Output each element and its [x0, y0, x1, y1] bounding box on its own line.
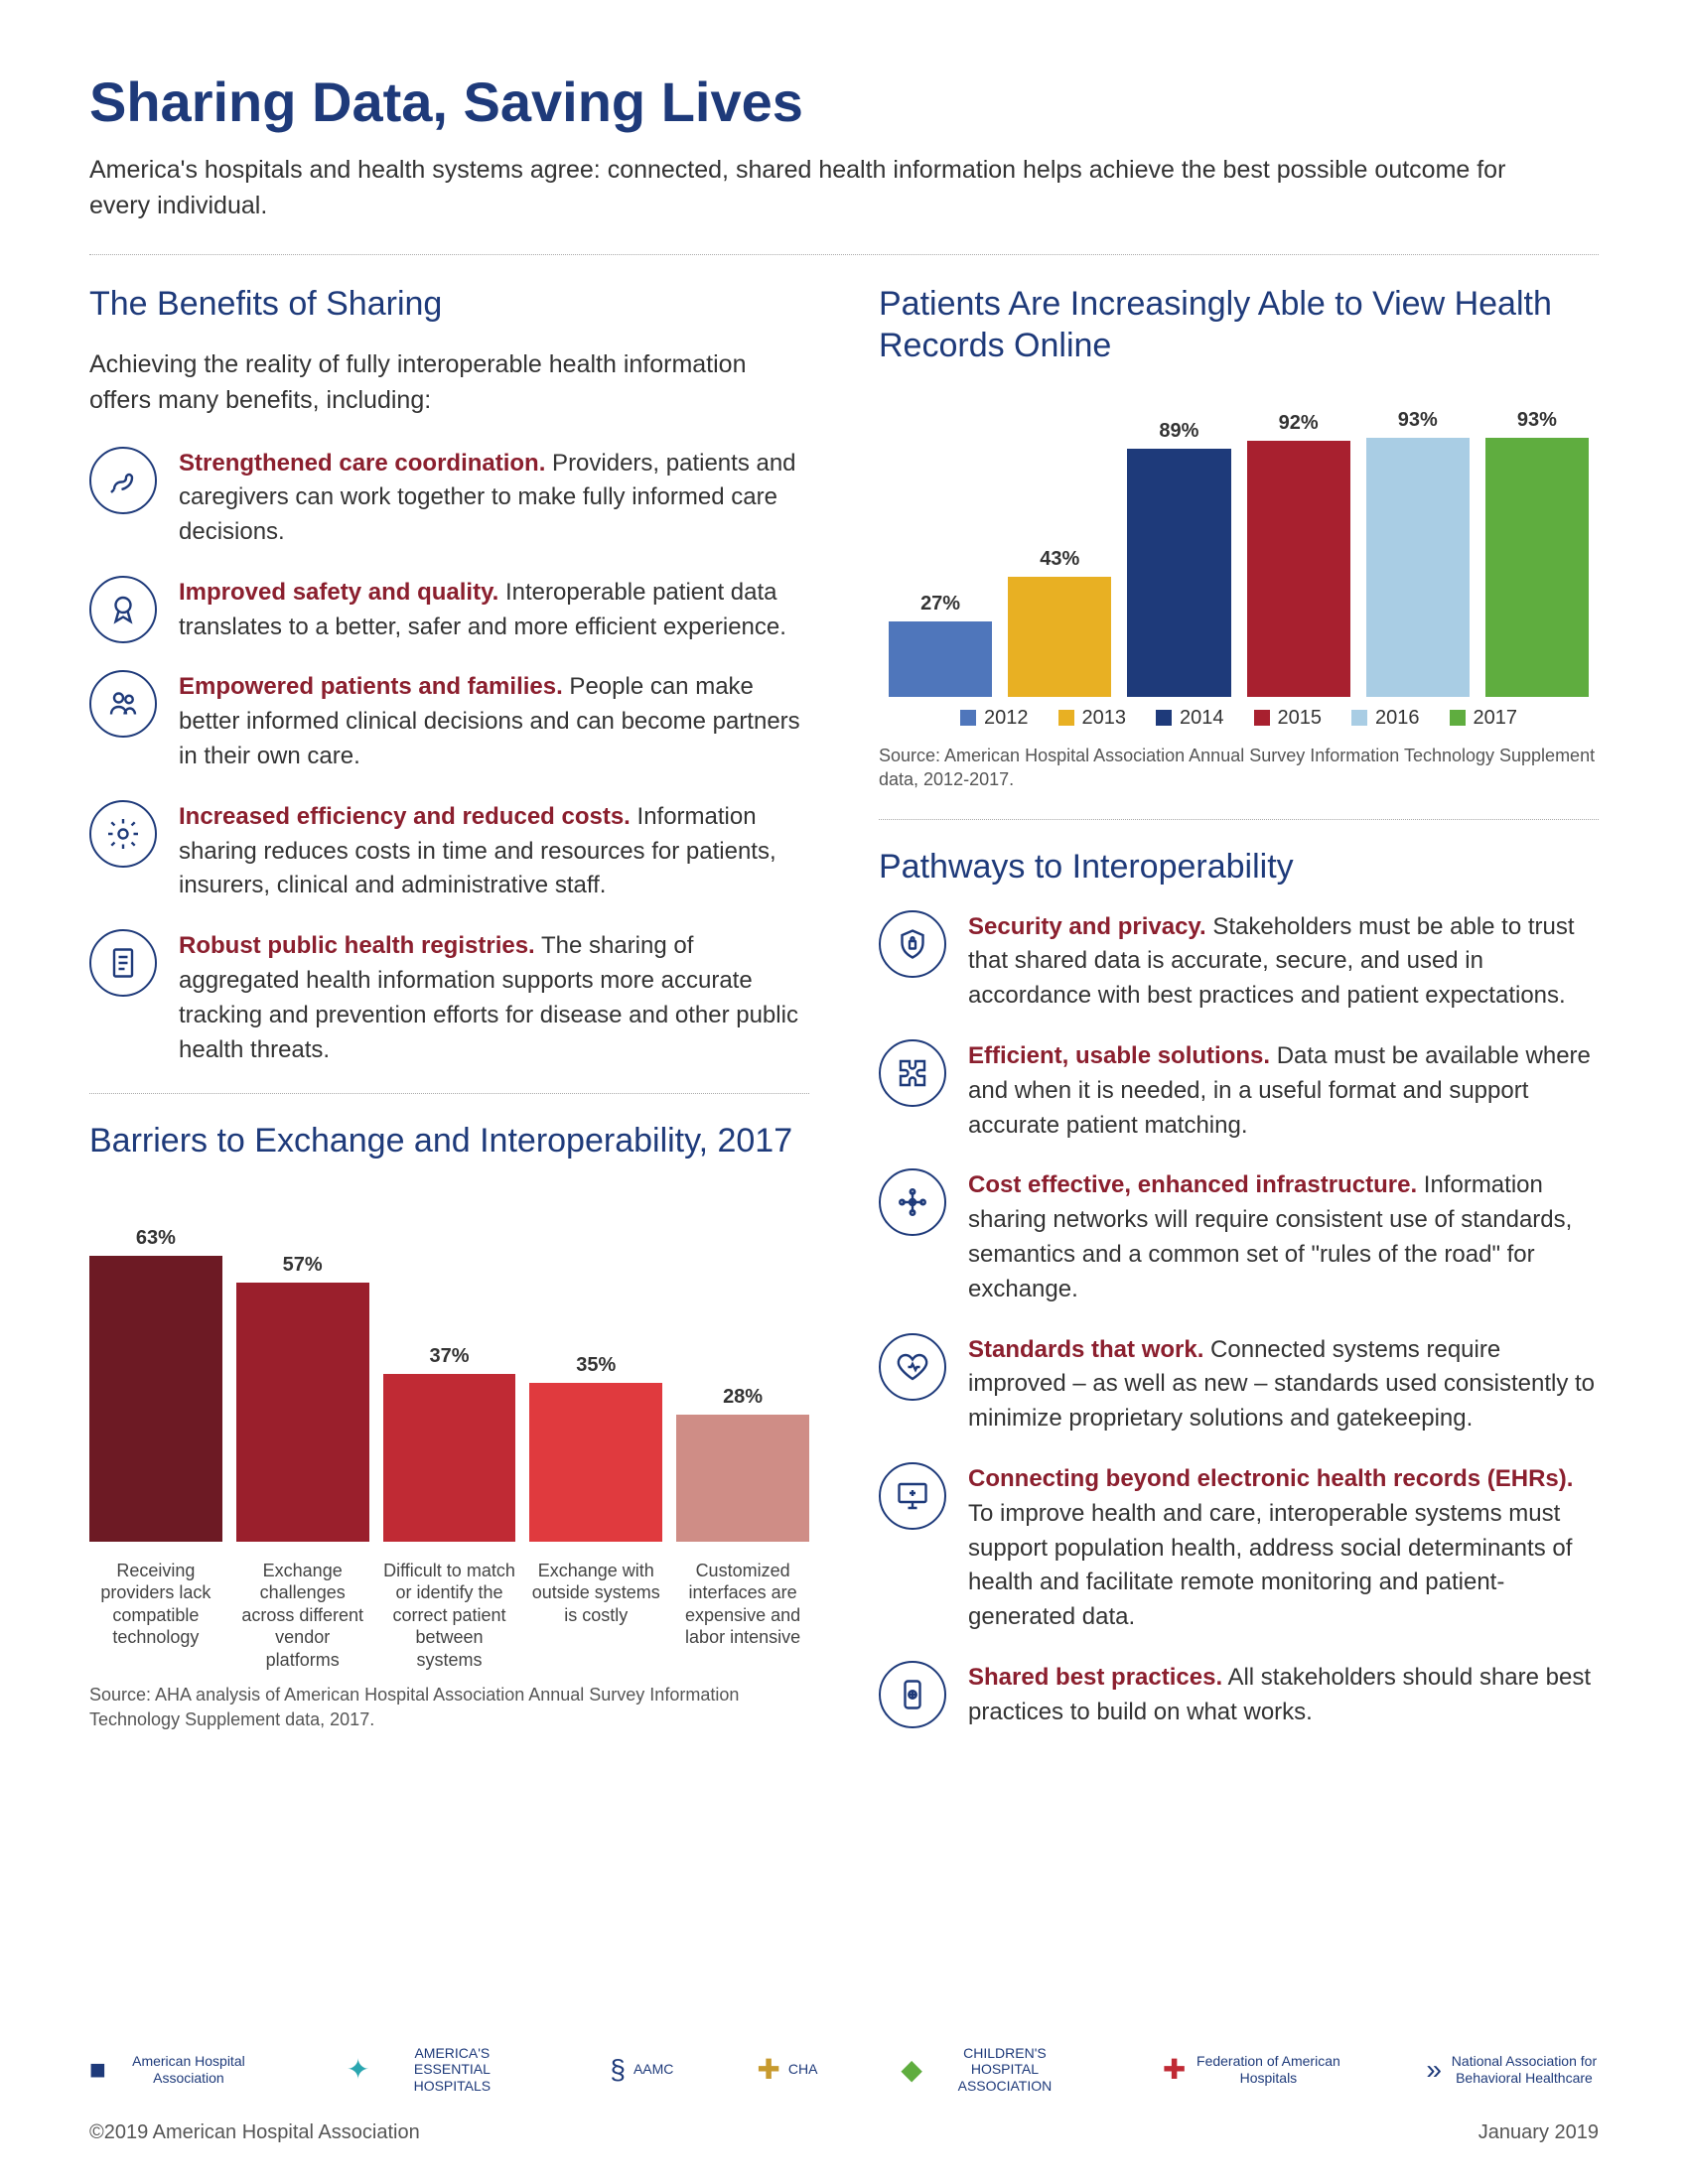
divider — [89, 254, 1599, 255]
partner-logo: »National Association for Behavioral Hea… — [1426, 2053, 1599, 2087]
right-column: Patients Are Increasingly Able to View H… — [879, 283, 1599, 1760]
list-item: Efficient, usable solutions. Data must b… — [879, 1039, 1599, 1143]
partner-logo: ■American Hospital Association — [89, 2053, 263, 2087]
partner-logo: ✚CHA — [757, 2053, 817, 2087]
chart-bar: 37% — [383, 1345, 516, 1542]
partner-logo: §AAMC — [610, 2053, 673, 2087]
partner-logo: ✚Federation of American Hospitals — [1163, 2053, 1342, 2087]
list-item: Robust public health registries. The sha… — [89, 929, 809, 1067]
list-item: Increased efficiency and reduced costs. … — [89, 800, 809, 903]
list-item-text: Empowered patients and families. People … — [179, 670, 809, 773]
shield-icon — [879, 910, 946, 978]
list-item-text: Increased efficiency and reduced costs. … — [179, 800, 809, 903]
divider — [89, 1093, 809, 1094]
divider — [879, 819, 1599, 820]
list-item: Cost effective, enhanced infrastructure.… — [879, 1168, 1599, 1306]
chart-bar: 89% — [1127, 420, 1230, 696]
list-item: Shared best practices. All stakeholders … — [879, 1661, 1599, 1730]
list-item-text: Robust public health registries. The sha… — [179, 929, 809, 1067]
benefits-title: The Benefits of Sharing — [89, 283, 809, 326]
people-icon — [89, 670, 157, 738]
list-item-text: Cost effective, enhanced infrastructure.… — [968, 1168, 1599, 1306]
list-item-text: Connecting beyond electronic health reco… — [968, 1462, 1599, 1635]
arm-icon — [89, 447, 157, 514]
network-icon — [879, 1168, 946, 1236]
records-title: Patients Are Increasingly Able to View H… — [879, 283, 1599, 367]
list-item: Strengthened care coordination. Provider… — [89, 447, 809, 550]
list-item-text: Strengthened care coordination. Provider… — [179, 447, 809, 550]
list-item: Improved safety and quality. Interoperab… — [89, 576, 809, 645]
chart-bar: 93% — [1366, 409, 1470, 696]
legend-item: 2013 — [1058, 707, 1127, 730]
legend-item: 2014 — [1156, 707, 1224, 730]
chart-bar: 43% — [1008, 548, 1111, 696]
list-item-text: Improved safety and quality. Interoperab… — [179, 576, 809, 645]
gear-icon — [89, 800, 157, 868]
chart-bar: 93% — [1485, 409, 1589, 696]
legend-item: 2012 — [960, 707, 1029, 730]
heart-icon — [879, 1333, 946, 1401]
logos-row: ■American Hospital Association ✦AMERICA'S… — [89, 2045, 1599, 2095]
barriers-title: Barriers to Exchange and Interoperabilit… — [89, 1120, 809, 1162]
phone-icon — [879, 1661, 946, 1728]
partner-logo: ◆CHILDREN'S HOSPITAL ASSOCIATION — [901, 2045, 1079, 2095]
list-item-text: Security and privacy. Stakeholders must … — [968, 910, 1599, 1014]
benefits-intro: Achieving the reality of fully interoper… — [89, 346, 809, 419]
list-item-text: Efficient, usable solutions. Data must b… — [968, 1039, 1599, 1143]
footer: ©2019 American Hospital Association Janu… — [89, 2121, 1599, 2144]
footer-date: January 2019 — [1478, 2121, 1599, 2144]
records-chart: 27%43%89%92%93%93% 201220132014201520162… — [879, 389, 1599, 730]
list-item: Standards that work. Connected systems r… — [879, 1333, 1599, 1436]
copyright: ©2019 American Hospital Association — [89, 2121, 420, 2144]
chart-bar: 57% — [236, 1254, 369, 1542]
list-item: Empowered patients and families. People … — [89, 670, 809, 773]
chart-bar: 92% — [1247, 412, 1350, 697]
page-title: Sharing Data, Saving Lives — [89, 69, 1599, 134]
partner-logo: ✦AMERICA'S ESSENTIAL HOSPITALS — [347, 2045, 526, 2095]
legend-item: 2017 — [1450, 707, 1518, 730]
left-column: The Benefits of Sharing Achieving the re… — [89, 283, 809, 1760]
chart-category-label: Difficult to match or identify the corre… — [383, 1560, 516, 1672]
legend-item: 2016 — [1351, 707, 1420, 730]
legend-item: 2015 — [1254, 707, 1323, 730]
list-item-text: Shared best practices. All stakeholders … — [968, 1661, 1599, 1730]
pathways-title: Pathways to Interoperability — [879, 846, 1599, 888]
puzzle-icon — [879, 1039, 946, 1107]
list-item: Security and privacy. Stakeholders must … — [879, 910, 1599, 1014]
doc-icon — [89, 929, 157, 997]
barriers-source: Source: AHA analysis of American Hospita… — [89, 1683, 809, 1731]
list-item: Connecting beyond electronic health reco… — [879, 1462, 1599, 1635]
records-source: Source: American Hospital Association An… — [879, 744, 1599, 792]
list-item-text: Standards that work. Connected systems r… — [968, 1333, 1599, 1436]
chart-bar: 63% — [89, 1227, 222, 1542]
chart-category-label: Customized interfaces are expensive and … — [676, 1560, 809, 1672]
chart-bar: 35% — [529, 1354, 662, 1542]
chart-category-label: Exchange challenges across different ven… — [236, 1560, 369, 1672]
monitor-icon — [879, 1462, 946, 1530]
chart-bar: 27% — [889, 593, 992, 697]
page-subtitle: America's hospitals and health systems a… — [89, 152, 1529, 224]
chart-bar: 28% — [676, 1386, 809, 1542]
chart-category-label: Receiving providers lack compatible tech… — [89, 1560, 222, 1672]
barriers-chart: 63%57%37%35%28% Receiving providers lack… — [89, 1184, 809, 1672]
chart-category-label: Exchange with outside systems is costly — [529, 1560, 662, 1672]
ribbon-icon — [89, 576, 157, 643]
